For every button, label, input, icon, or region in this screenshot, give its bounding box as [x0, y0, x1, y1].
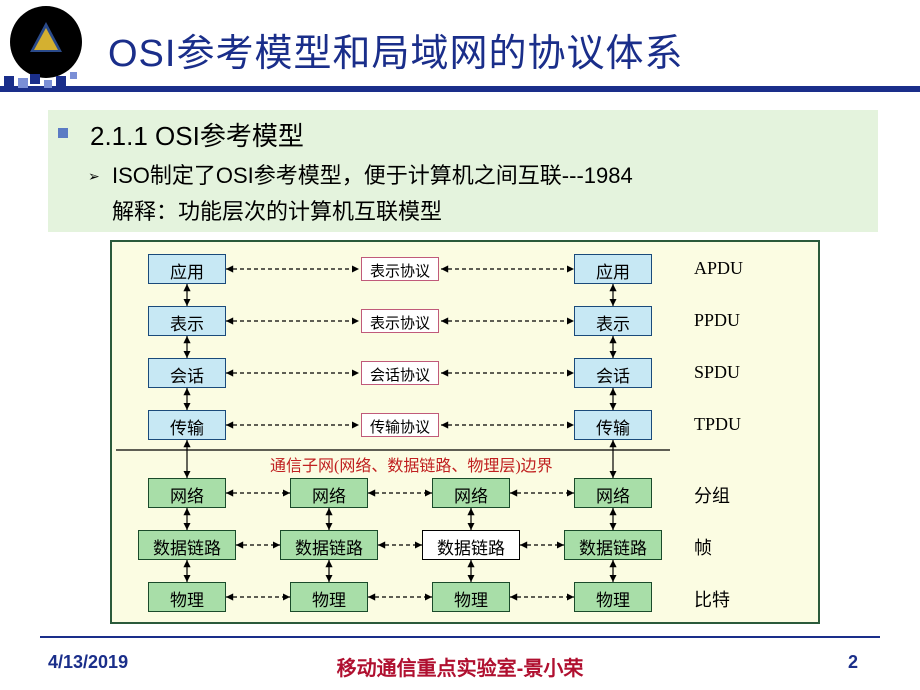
- bullet-text-1: ISO制定了OSI参考模型，便于计算机之间互联---1984: [112, 158, 633, 190]
- pdu-label: TPDU: [694, 414, 741, 435]
- layer-box-right: 表示: [574, 306, 652, 336]
- osi-diagram: 应用应用表示协议APDU表示表示表示协议PPDU会话会话会话协议SPDU传输传输…: [110, 240, 820, 624]
- protocol-label: 会话协议: [361, 361, 439, 385]
- layer-box-right: 会话: [574, 358, 652, 388]
- layer-box: 数据链路: [422, 530, 520, 560]
- footer-divider: [40, 636, 880, 638]
- layer-box: 数据链路: [138, 530, 236, 560]
- pdu-label: 分组: [694, 482, 730, 508]
- layer-box-left: 表示: [148, 306, 226, 336]
- slide-title: OSI参考模型和局域网的协议体系: [108, 22, 683, 77]
- layer-box: 网络: [574, 478, 652, 508]
- protocol-label: 表示协议: [361, 257, 439, 281]
- protocol-label: 表示协议: [361, 309, 439, 333]
- layer-box: 网络: [290, 478, 368, 508]
- layer-box: 网络: [148, 478, 226, 508]
- layer-box-right: 传输: [574, 410, 652, 440]
- layer-box-left: 应用: [148, 254, 226, 284]
- pdu-label: SPDU: [694, 362, 740, 383]
- title-underline: [0, 76, 920, 104]
- layer-box: 物理: [574, 582, 652, 612]
- subnet-boundary-label: 通信子网(网络、数据链路、物理层)边界: [270, 452, 553, 476]
- university-logo: [8, 4, 84, 80]
- pdu-label: APDU: [694, 258, 743, 279]
- layer-box: 数据链路: [280, 530, 378, 560]
- sub-bullet-icon: ➢: [88, 168, 100, 185]
- bullet-text-2: 解释：功能层次的计算机互联模型: [112, 194, 442, 226]
- layer-box-left: 传输: [148, 410, 226, 440]
- layer-box: 数据链路: [564, 530, 662, 560]
- protocol-label: 传输协议: [361, 413, 439, 437]
- layer-box-left: 会话: [148, 358, 226, 388]
- page-number: 2: [848, 652, 858, 673]
- pdu-label: PPDU: [694, 310, 740, 331]
- layer-box-right: 应用: [574, 254, 652, 284]
- layer-box: 网络: [432, 478, 510, 508]
- layer-box: 物理: [290, 582, 368, 612]
- pdu-label: 比特: [694, 586, 730, 612]
- pdu-label: 帧: [694, 534, 712, 560]
- layer-box: 物理: [432, 582, 510, 612]
- layer-box: 物理: [148, 582, 226, 612]
- slide-footer: 移动通信重点实验室-景小荣: [0, 652, 920, 681]
- section-heading: 2.1.1 OSI参考模型: [58, 116, 304, 153]
